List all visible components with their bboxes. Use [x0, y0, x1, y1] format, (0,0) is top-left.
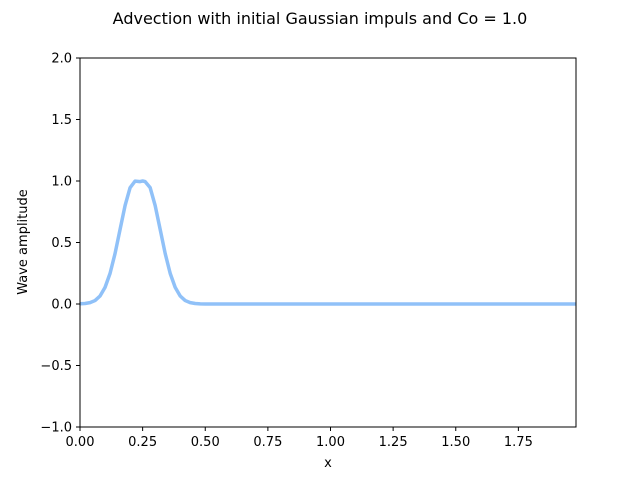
- x-tick-label: 0.50: [191, 435, 220, 450]
- x-tick-label: 1.25: [379, 435, 408, 450]
- x-tick-label: 0.00: [66, 435, 95, 450]
- x-tick-label: 0.75: [253, 435, 282, 450]
- y-tick-label: −1.0: [40, 421, 72, 436]
- axis-ticks: 0.00 0.25 0.50 0.75 1.00 1.25 1.50 1.75 −1.0 −0.5…: [40, 52, 532, 451]
- chart-title: Advection with initial Gaussian impuls a…: [113, 9, 528, 28]
- y-tick-label: −0.5: [40, 359, 72, 374]
- y-tick-label: 1.5: [51, 113, 72, 128]
- y-tick-label: 0.0: [51, 298, 72, 313]
- y-tick-label: 0.5: [51, 236, 72, 251]
- x-tick-label: 0.25: [128, 435, 157, 450]
- x-tick-label: 1.00: [316, 435, 345, 450]
- y-tick-label: 2.0: [51, 52, 72, 67]
- series-line-0: [80, 179, 576, 306]
- x-tick-label: 1.75: [504, 435, 533, 450]
- plot-area: [79, 57, 577, 428]
- x-axis-label: x: [324, 456, 332, 471]
- y-tick-label: 1.0: [51, 175, 72, 190]
- y-axis-label: Wave amplitude: [16, 189, 31, 295]
- x-tick-label: 1.50: [441, 435, 470, 450]
- axes-frame: [79, 57, 577, 428]
